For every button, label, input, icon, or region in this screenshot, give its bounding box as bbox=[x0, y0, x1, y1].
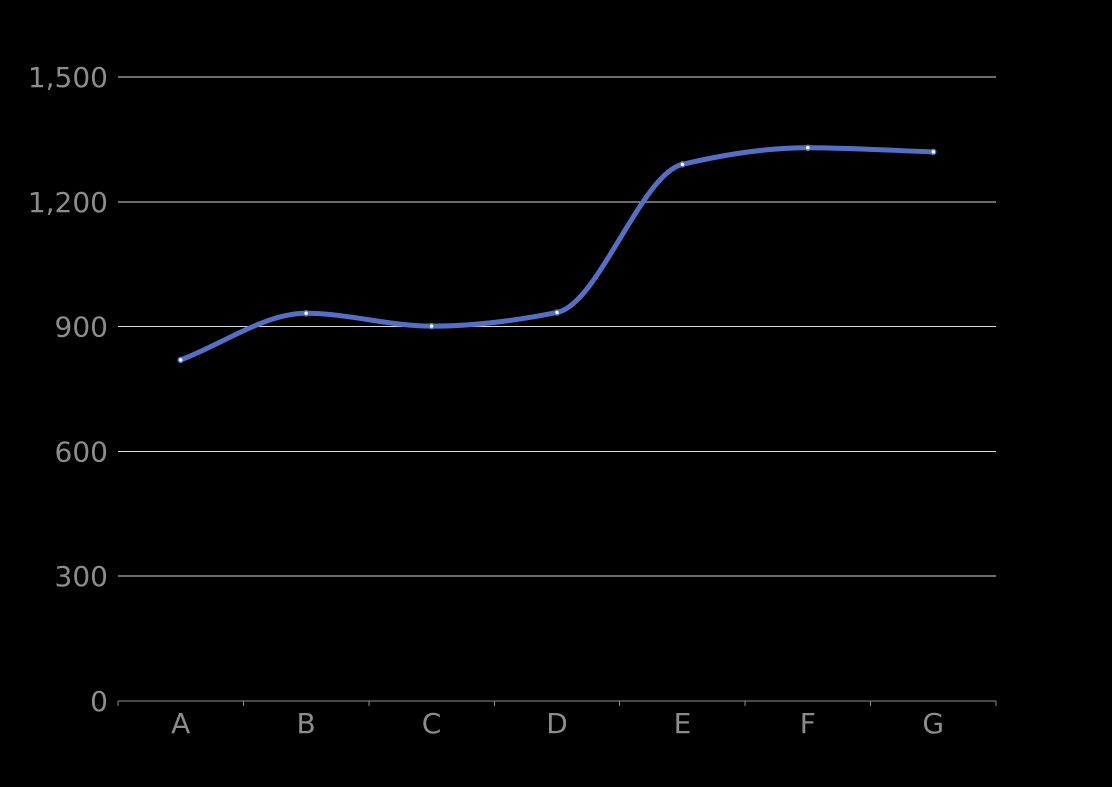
data-point-B bbox=[302, 310, 310, 317]
series-layer bbox=[177, 144, 937, 364]
series-line-0 bbox=[178, 145, 936, 363]
y-tick-label-600: 600 bbox=[55, 435, 108, 468]
y-tick-label-300: 300 bbox=[55, 560, 108, 593]
data-point-C bbox=[428, 322, 435, 330]
grid-layer bbox=[118, 76, 996, 577]
data-point-E bbox=[679, 161, 686, 168]
data-point-F bbox=[804, 144, 812, 151]
y-tick-label-1500: 1,500 bbox=[28, 61, 108, 94]
x-tick-label-C: C bbox=[422, 707, 442, 740]
x-tick-label-D: D bbox=[546, 707, 568, 740]
y-tick-label-900: 900 bbox=[55, 311, 108, 344]
x-tick-label-B: B bbox=[297, 707, 316, 740]
axis-layer: 0 300 600 900 1,200 1,500 A B C D E F G bbox=[28, 61, 997, 740]
x-tick-label-A: A bbox=[171, 707, 190, 740]
y-tick-label-0: 0 bbox=[90, 685, 108, 718]
data-point-A bbox=[177, 356, 184, 364]
x-tick-label-G: G bbox=[922, 707, 944, 740]
data-point-D bbox=[553, 309, 561, 316]
x-tick-label-F: F bbox=[800, 707, 816, 740]
y-tick-label-1200: 1,200 bbox=[28, 186, 108, 219]
data-point-G bbox=[930, 148, 937, 156]
x-tick-label-E: E bbox=[674, 707, 692, 740]
